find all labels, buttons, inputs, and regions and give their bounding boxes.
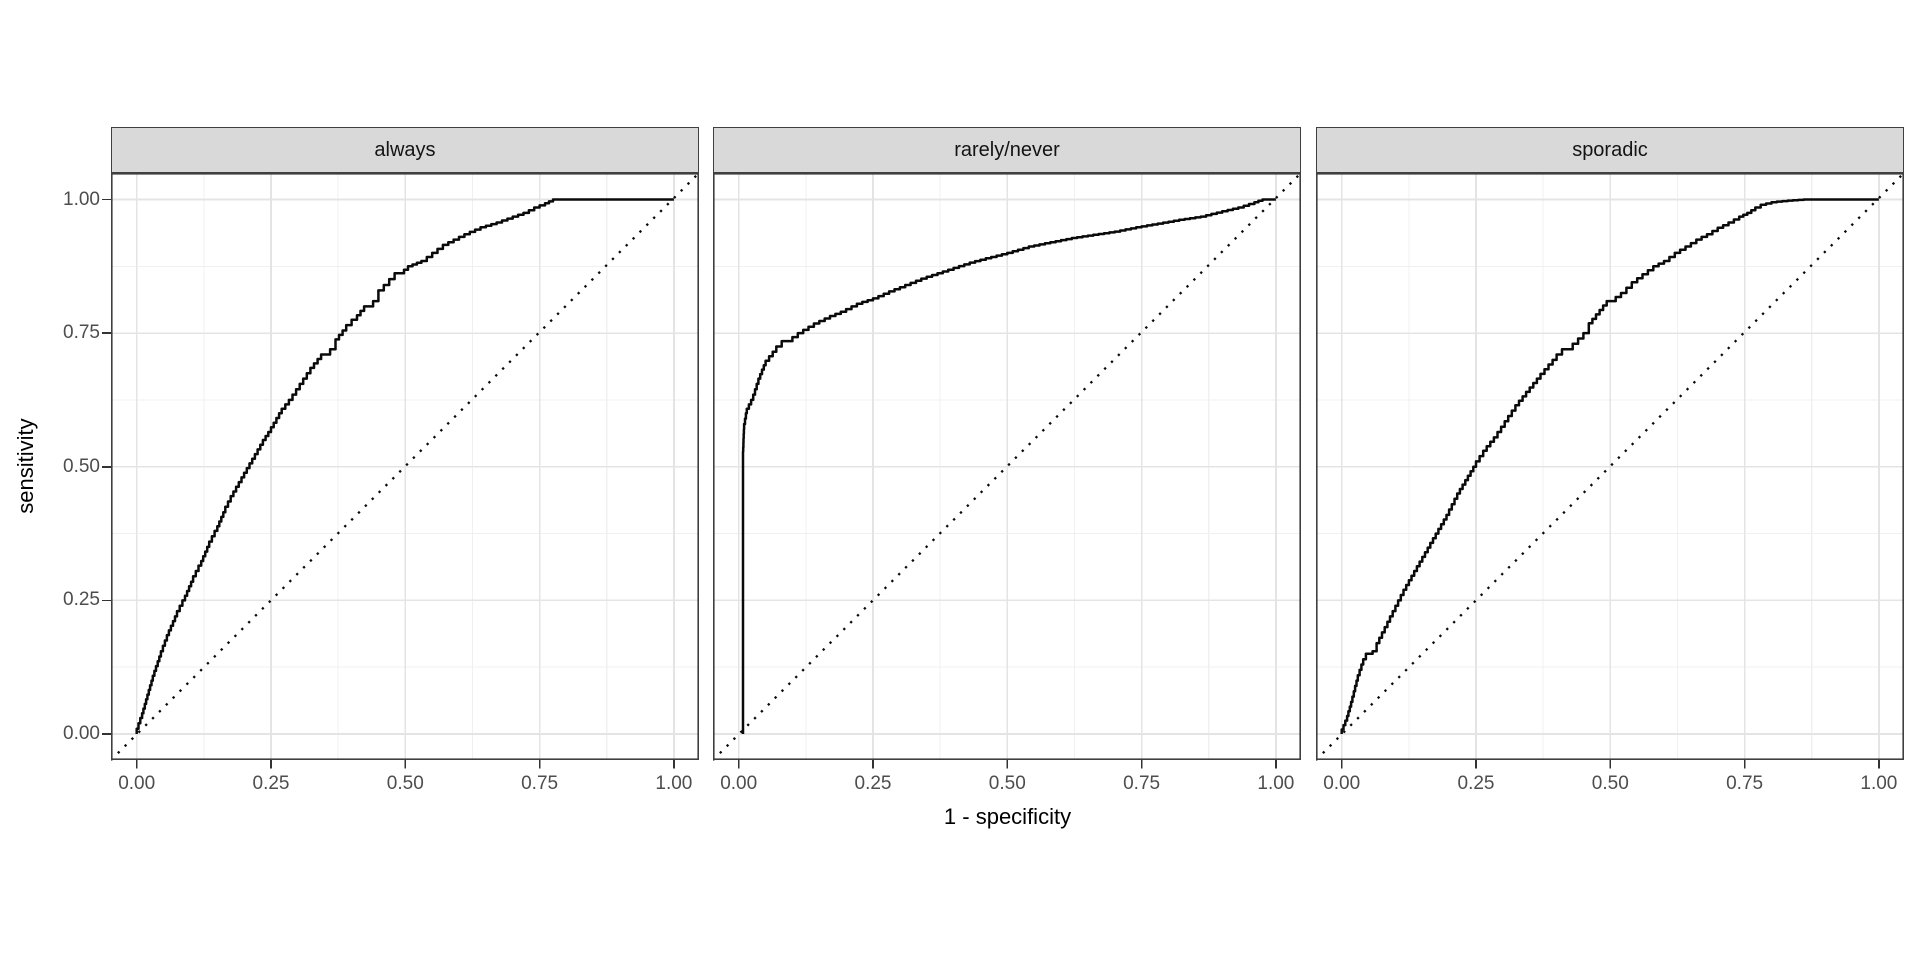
- y-tick-label: 0.50: [63, 455, 100, 477]
- facet-strip-label: sporadic: [1572, 138, 1648, 161]
- y-tick-mark: [102, 465, 111, 468]
- y-tick-label: 0.00: [63, 723, 100, 744]
- facet-sporadic: sporadic 0.00 0.25 0.50 0.75 1.00: [1316, 127, 1904, 847]
- x-tick-label: 1.00: [1860, 773, 1898, 794]
- facet-rarely-never: rarely/never 0.00 0.25 0.50 0.75 1.00: [713, 127, 1301, 847]
- panel-border: [1316, 173, 1904, 761]
- y-tick-label: 0.75: [63, 322, 100, 344]
- x-tick-label: 0.25: [252, 773, 290, 794]
- x-tick-label: 0.00: [118, 773, 156, 794]
- y-tick-mark: [102, 332, 111, 334]
- y-tick-label: 1.00: [63, 188, 100, 210]
- facet-strip: always: [111, 127, 699, 173]
- roc-curve: [135, 198, 674, 734]
- roc-curve: [1340, 198, 1879, 734]
- x-tick-label: 0.50: [988, 773, 1026, 794]
- facet-strip: rarely/never: [713, 127, 1301, 173]
- x-tick-label: 0.00: [1323, 773, 1361, 794]
- facet-strip-label: always: [374, 138, 436, 161]
- x-tick-label: 0.25: [1457, 773, 1495, 794]
- y-tick-mark: [102, 733, 111, 735]
- roc-curve: [741, 198, 1276, 734]
- x-tick-label: 1.00: [655, 773, 693, 794]
- panel-border: [111, 173, 699, 761]
- gridlines-major: [1316, 173, 1904, 760]
- panel-canvas: [1316, 173, 1904, 769]
- x-tick-label: 0.25: [854, 773, 892, 794]
- x-tick-label: 0.50: [1591, 773, 1629, 794]
- x-tick-label: 0.75: [521, 773, 559, 794]
- y-tick-label: 0.25: [63, 589, 100, 611]
- x-tick-label: 0.75: [1123, 773, 1161, 794]
- x-tick-label: 0.00: [720, 773, 758, 794]
- facet-strip: sporadic: [1316, 127, 1904, 173]
- panel-border: [713, 173, 1301, 761]
- y-tick-mark: [102, 198, 111, 201]
- panel-canvas: [111, 173, 699, 769]
- gridlines-major: [713, 173, 1301, 760]
- y-tick-mark: [102, 599, 111, 602]
- x-tick-label: 1.00: [1257, 773, 1295, 794]
- x-tick-label: 0.75: [1726, 773, 1764, 794]
- gridlines-major: [111, 173, 699, 760]
- x-tick-label: 0.50: [386, 773, 424, 794]
- facet-always: always 0.00 0.25 0.50 0.75 1.00: [111, 127, 699, 847]
- panel-canvas: [713, 173, 1301, 769]
- facet-strip-label: rarely/never: [954, 138, 1060, 161]
- x-axis-title: 1 - specificity: [943, 804, 1072, 829]
